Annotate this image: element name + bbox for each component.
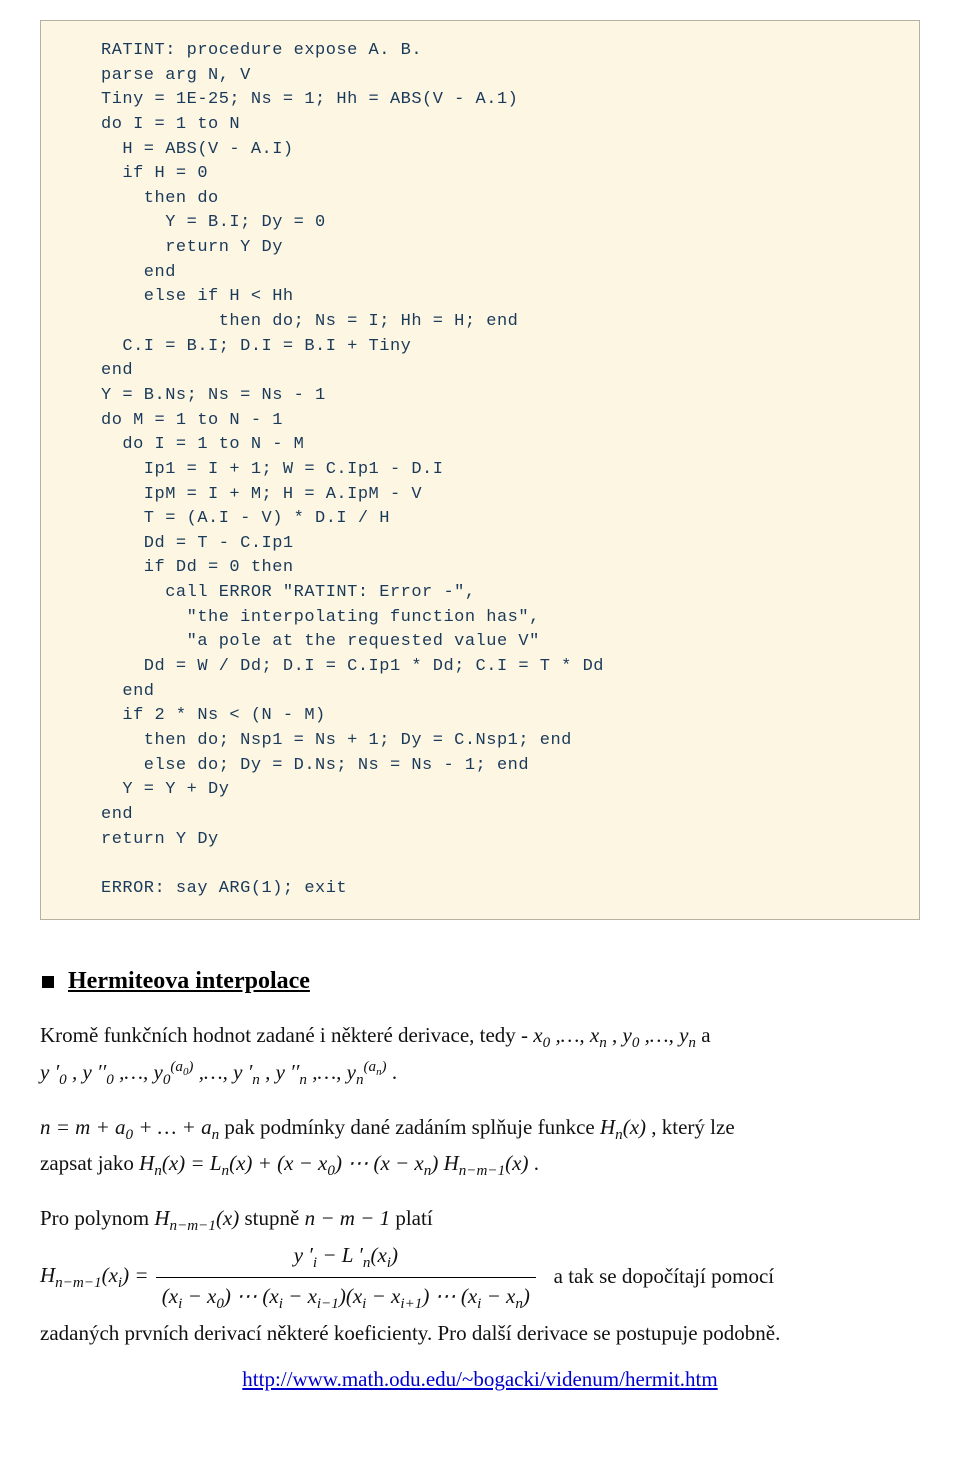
text: zapsat jako: [40, 1151, 139, 1175]
section-title: Hermiteova interpolace: [68, 968, 310, 995]
expr: (x: [162, 1284, 178, 1308]
text: platí: [395, 1206, 432, 1230]
text: pak podmínky dané zadáním splňuje funkce: [224, 1115, 600, 1139]
reference-link-row: http://www.math.odu.edu/~bogacki/videnum…: [40, 1367, 920, 1392]
text: , který lze: [651, 1115, 734, 1139]
paragraph-3: Pro polynom Hn−m−1(x) stupně n − m − 1 p…: [40, 1202, 920, 1349]
var: x: [533, 1023, 542, 1047]
text: Pro polynom: [40, 1206, 154, 1230]
expr: + … + a: [133, 1115, 212, 1139]
text: zadaných prvních derivací některé koefic…: [40, 1321, 780, 1345]
text: stupně: [245, 1206, 305, 1230]
var: H: [600, 1115, 615, 1139]
text: .: [534, 1151, 539, 1175]
text: a: [701, 1023, 710, 1047]
var: x: [590, 1023, 599, 1047]
text: Kromě funkčních hodnot zadané i některé …: [40, 1023, 533, 1047]
paragraph-1: Kromě funkčních hodnot zadané i některé …: [40, 1019, 920, 1092]
code-listing: RATINT: procedure expose A. B. parse arg…: [40, 20, 920, 920]
bullet-icon: [42, 976, 54, 988]
var: y: [623, 1023, 632, 1047]
text: .: [392, 1060, 397, 1084]
expr: n = m + a: [40, 1115, 126, 1139]
section-heading: Hermiteova interpolace: [40, 968, 920, 995]
expr: − L ′: [317, 1243, 363, 1267]
paragraph-2: n = m + a0 + … + an pak podmínky dané za…: [40, 1111, 920, 1184]
text: ,: [612, 1023, 623, 1047]
expr: y ′: [294, 1243, 313, 1267]
text: a tak se dopočítají pomocí: [548, 1263, 774, 1287]
reference-link[interactable]: http://www.math.odu.edu/~bogacki/videnum…: [40, 1367, 920, 1392]
